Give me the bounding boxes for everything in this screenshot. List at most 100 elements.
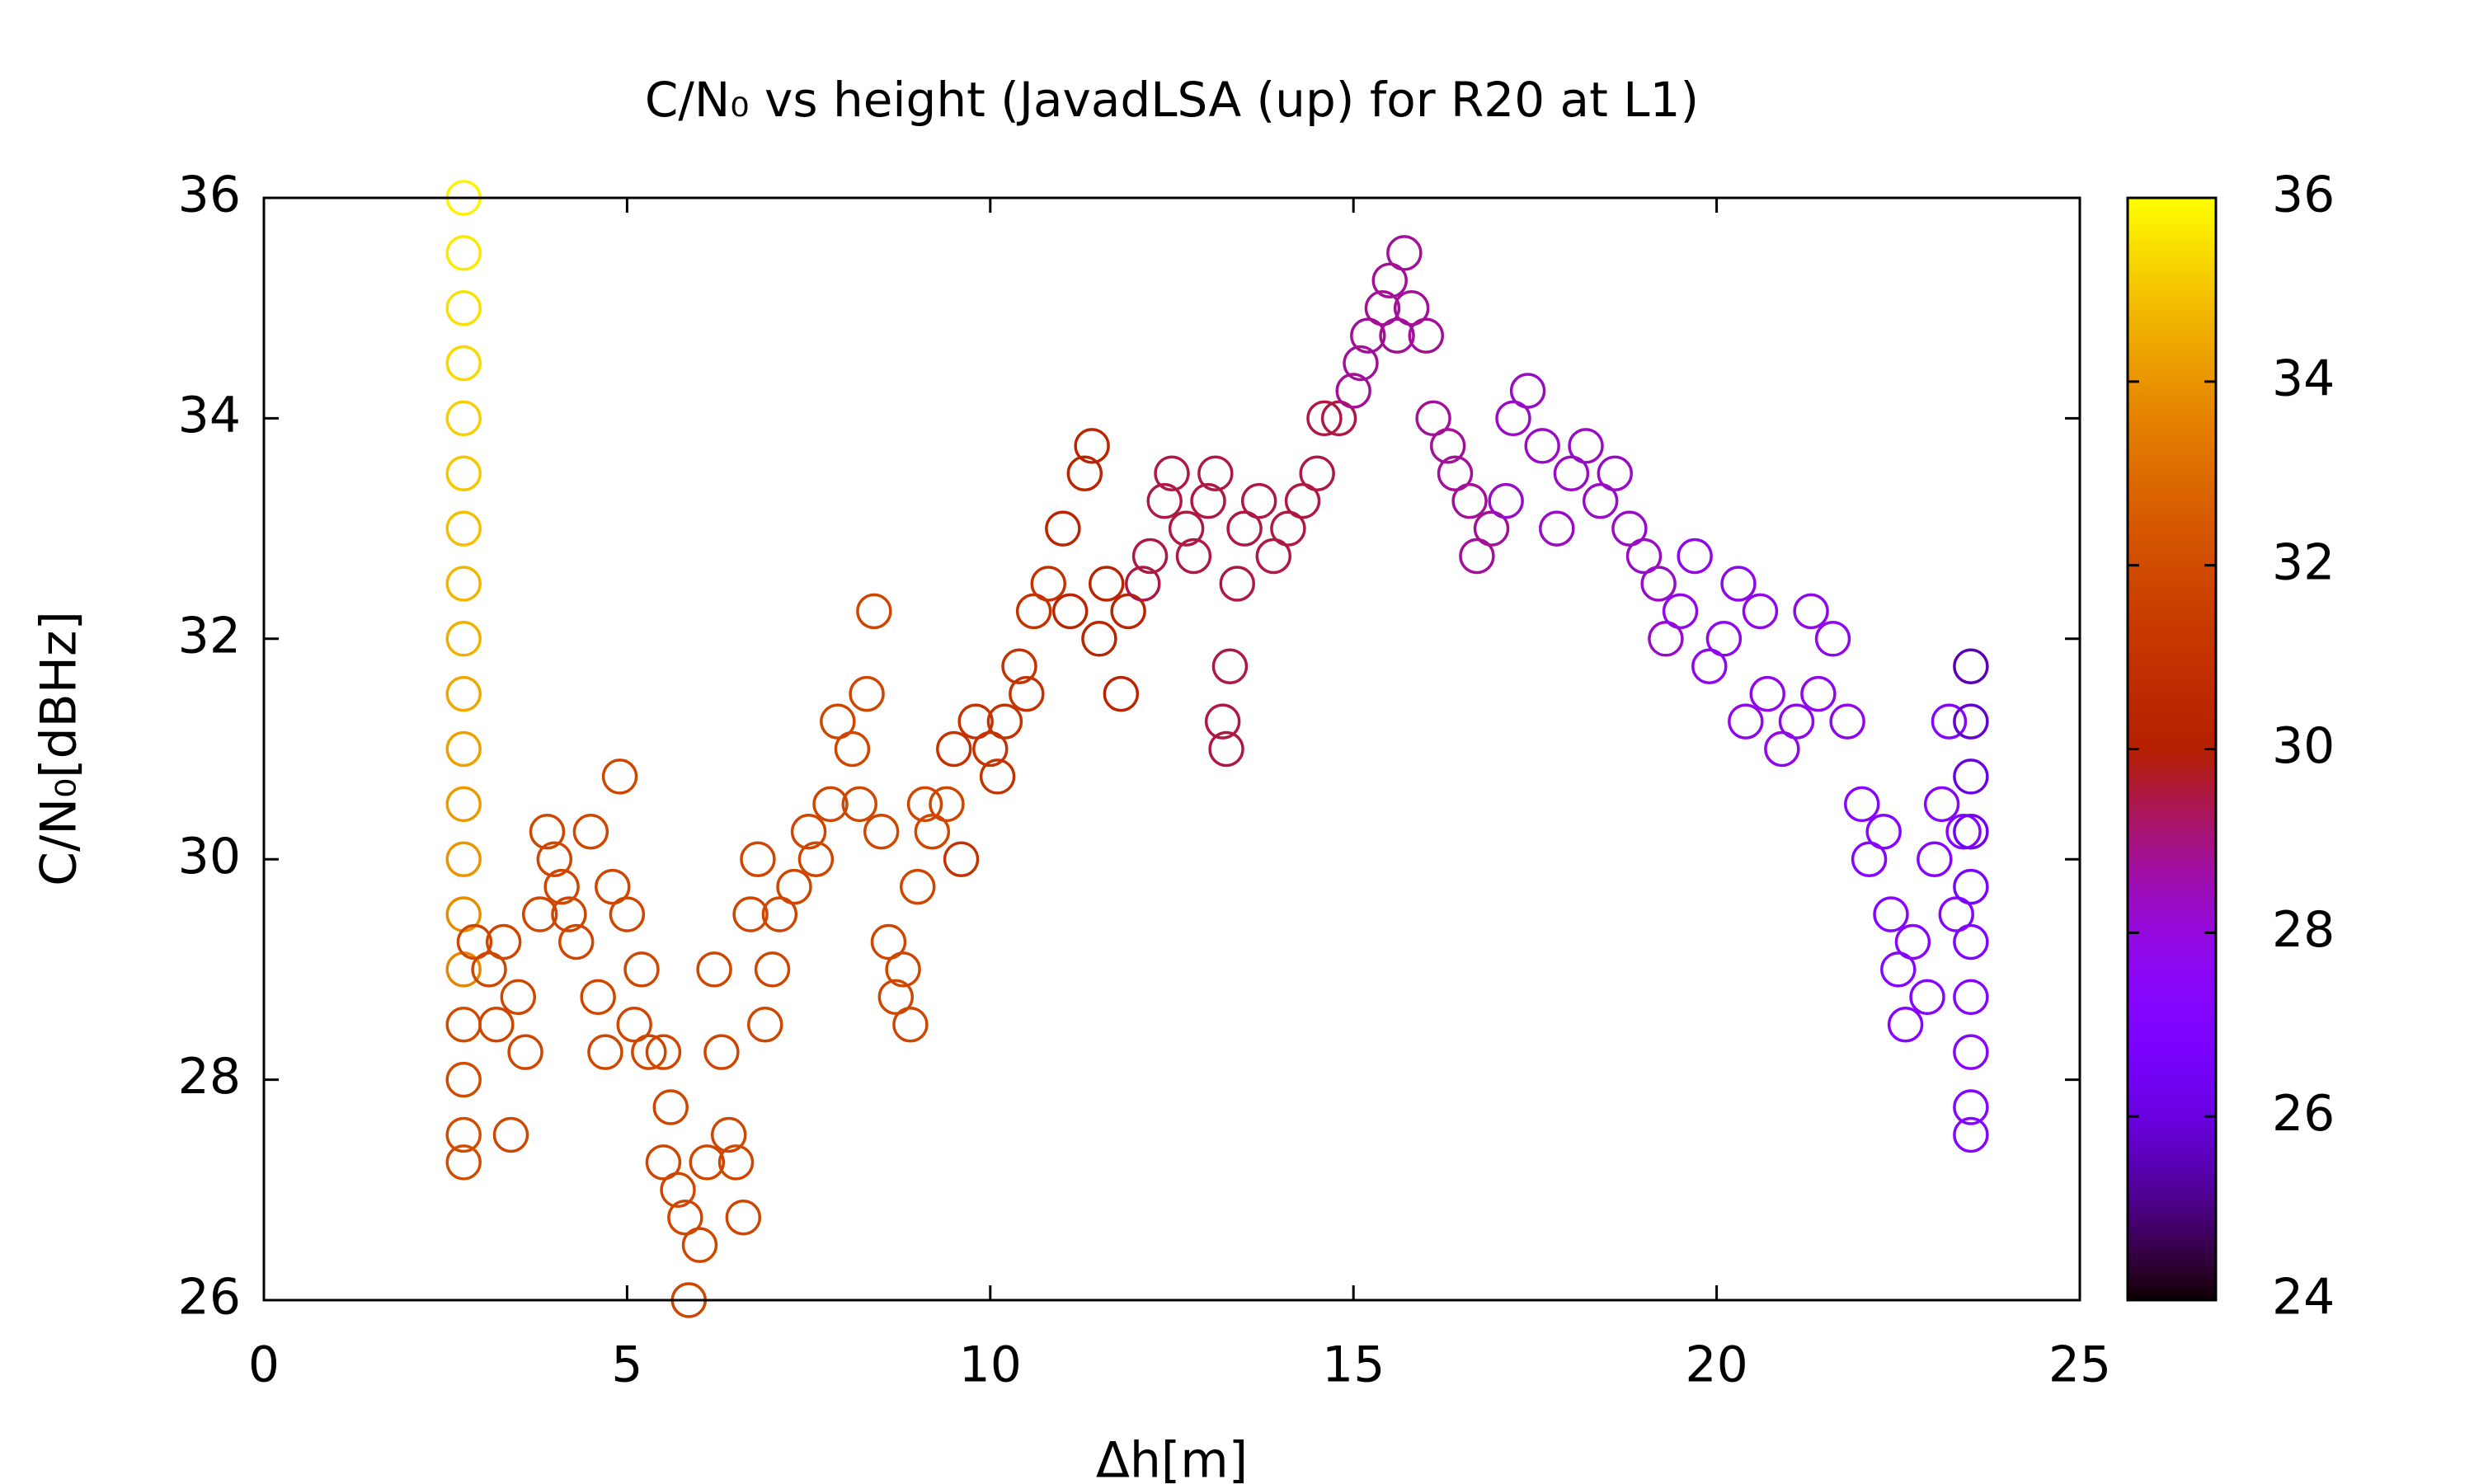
- colorbar-strip: [2128, 598, 2216, 603]
- colorbar-strip: [2128, 340, 2216, 346]
- colorbar-strip: [2128, 488, 2216, 493]
- colorbar-strip: [2128, 539, 2216, 544]
- colorbar-strip: [2128, 547, 2216, 552]
- point: [820, 703, 856, 740]
- colorbar-strip: [2128, 1130, 2216, 1136]
- point: [1953, 1089, 1989, 1125]
- colorbar-strip: [2128, 1003, 2216, 1007]
- point: [445, 566, 482, 602]
- point: [1473, 510, 1510, 547]
- point: [645, 1034, 682, 1070]
- colorbar-strip: [2128, 1043, 2216, 1048]
- colorbar-strip: [2128, 1175, 2216, 1180]
- point: [1131, 538, 1169, 575]
- colorbar-strip: [2128, 252, 2216, 258]
- point: [1931, 703, 1968, 740]
- colorbar-strip: [2128, 373, 2216, 379]
- colorbar-strip: [2128, 212, 2216, 218]
- point: [1451, 482, 1488, 519]
- point: [1045, 510, 1081, 547]
- colorbar-strip: [2128, 792, 2216, 798]
- point: [1648, 621, 1684, 657]
- colorbar-strip: [2128, 370, 2216, 375]
- colorbar-strip: [2128, 1134, 2216, 1139]
- colorbar-strip: [2128, 683, 2216, 688]
- point: [595, 868, 631, 905]
- point: [1437, 455, 1474, 491]
- point: [957, 703, 994, 740]
- colorbar-strip: [2128, 565, 2216, 570]
- colorbar-strip: [2128, 697, 2216, 702]
- colorbar-strip: [2128, 976, 2216, 982]
- colorbar-strip: [2128, 1215, 2216, 1220]
- colorbar-strip: [2128, 965, 2216, 970]
- point: [899, 868, 936, 905]
- colorbar-strip: [2128, 991, 2216, 996]
- colorbar-strip: [2128, 899, 2216, 904]
- colorbar-strip: [2128, 444, 2216, 448]
- colorbar-strip: [2128, 436, 2216, 441]
- point: [645, 1144, 682, 1181]
- colorbar-strip: [2128, 1182, 2216, 1187]
- colorbar-strip: [2128, 763, 2216, 768]
- colorbar-strip: [2128, 693, 2216, 698]
- point: [1009, 675, 1045, 712]
- colorbar-strip: [2128, 657, 2216, 662]
- colorbar-tick-label: 26: [2272, 1085, 2335, 1143]
- colorbar-strip: [2128, 385, 2216, 390]
- point: [1553, 455, 1590, 491]
- colorbar-strip: [2128, 542, 2216, 548]
- point: [1953, 648, 1989, 684]
- colorbar-strip: [2128, 536, 2216, 541]
- colorbar-strip: [2128, 209, 2216, 214]
- colorbar-strip: [2128, 550, 2216, 556]
- colorbar-strip: [2128, 1212, 2216, 1217]
- colorbar-strip: [2128, 822, 2216, 827]
- colorbar-strip: [2128, 961, 2216, 967]
- point: [1582, 482, 1619, 519]
- colorbar-strip: [2128, 1270, 2216, 1275]
- colorbar-strip: [2128, 1274, 2216, 1280]
- point: [445, 455, 482, 491]
- point: [551, 896, 587, 932]
- point: [587, 1034, 623, 1070]
- colorbar-strip: [2128, 815, 2216, 819]
- point: [725, 1199, 762, 1236]
- colorbar-strip: [2128, 620, 2216, 625]
- colorbar-strip: [2128, 315, 2216, 320]
- point: [1662, 593, 1699, 630]
- colorbar-strip: [2128, 528, 2216, 533]
- point: [543, 868, 580, 905]
- colorbar-strip: [2128, 1259, 2216, 1265]
- colorbar-strip: [2128, 646, 2216, 650]
- point: [660, 1172, 696, 1209]
- point: [500, 979, 537, 1016]
- colorbar-strip: [2128, 1057, 2216, 1063]
- point: [445, 289, 482, 326]
- colorbar-strip: [2128, 484, 2216, 489]
- point: [849, 675, 885, 712]
- colorbar-strip: [2128, 807, 2216, 813]
- colorbar-strip: [2128, 572, 2216, 577]
- point: [445, 1144, 482, 1181]
- colorbar-strip: [2128, 297, 2216, 302]
- colorbar-strip: [2128, 403, 2216, 408]
- colorbar-strip: [2128, 741, 2216, 746]
- colorbar-strip: [2128, 234, 2216, 239]
- point: [1350, 317, 1386, 354]
- colorbar-strip: [2128, 448, 2216, 453]
- colorbar-strip: [2128, 400, 2216, 405]
- colorbar-strip: [2128, 771, 2216, 776]
- colorbar-strip: [2128, 198, 2216, 203]
- point: [1764, 730, 1800, 768]
- colorbar-strip: [2128, 454, 2216, 460]
- colorbar-strip: [2128, 1164, 2216, 1169]
- colorbar-strip: [2128, 837, 2216, 842]
- colorbar-strip: [2128, 576, 2216, 581]
- point: [1923, 786, 1960, 823]
- colorbar-strip: [2128, 1186, 2216, 1191]
- colorbar-strip: [2128, 1160, 2216, 1165]
- colorbar-strip: [2128, 1120, 2216, 1125]
- colorbar-strip: [2128, 642, 2216, 647]
